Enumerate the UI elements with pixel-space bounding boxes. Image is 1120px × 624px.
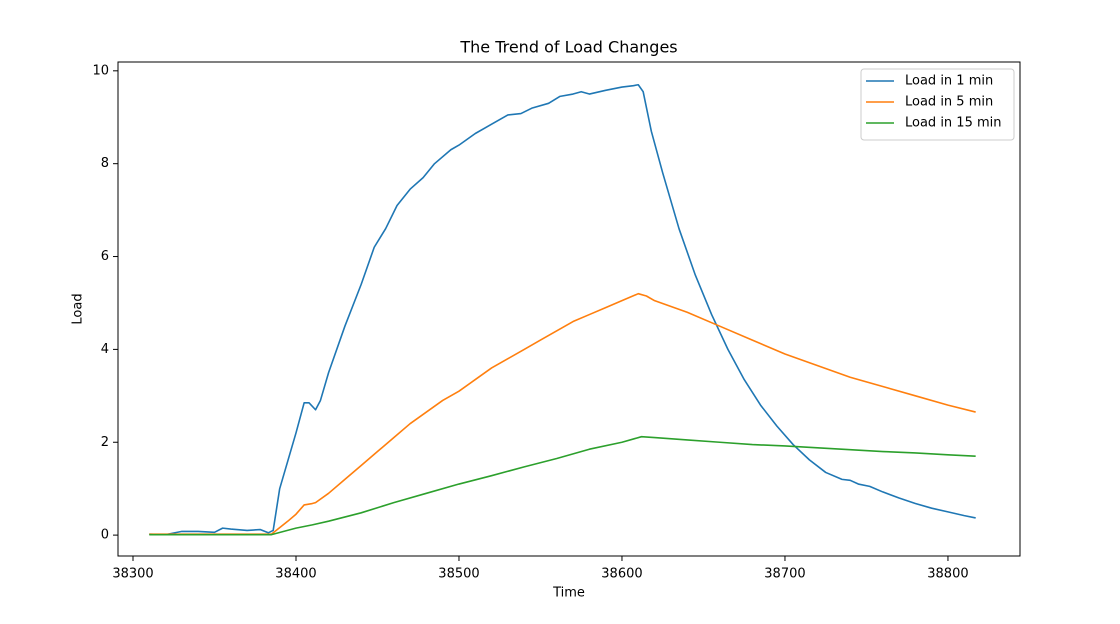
x-tick-label: 38300 [112, 567, 153, 582]
x-tick-label: 38800 [927, 567, 968, 582]
x-axis-label: Time [552, 586, 585, 601]
series-line [149, 292, 976, 535]
x-tick-label: 38500 [438, 567, 479, 582]
chart-title: The Trend of Load Changes [459, 38, 677, 57]
series-line [149, 83, 976, 536]
series-line [149, 435, 976, 536]
y-tick-label: 4 [101, 342, 109, 357]
x-tick-label: 38600 [601, 567, 642, 582]
y-tick-label: 2 [101, 435, 109, 450]
legend-label: Load in 1 min [905, 74, 993, 89]
y-tick-label: 0 [101, 528, 109, 543]
y-tick-label: 6 [101, 249, 109, 264]
legend-box [860, 68, 1015, 141]
x-tick-label: 38400 [275, 567, 316, 582]
y-axis-label: Load [71, 293, 86, 324]
y-tick-label: 10 [92, 63, 109, 78]
x-tick-label: 38700 [764, 567, 805, 582]
plot-frame [117, 61, 1021, 557]
legend-label: Load in 5 min [905, 95, 993, 110]
y-tick-label: 8 [101, 156, 109, 171]
legend-label: Load in 15 min [905, 116, 1002, 131]
